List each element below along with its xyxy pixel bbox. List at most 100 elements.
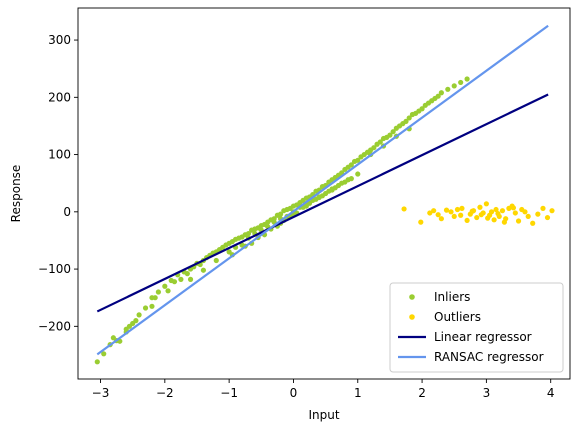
outliers-point [464,217,470,224]
outliers-point [535,211,541,217]
outliers-point [478,212,484,218]
outliers-point [530,220,536,226]
outliers-point [438,216,444,222]
outliers-point [525,213,531,220]
outliers-point [477,204,483,210]
inliers-point [371,145,377,151]
inliers-point [162,283,168,289]
outliers-point [435,212,441,218]
inliers-point [316,194,322,201]
y-tick-label: 300 [48,33,71,47]
inliers-point [435,93,441,99]
inliers-point [464,76,470,82]
y-axis-label: Response [9,165,23,223]
inliers-point [438,90,444,96]
x-tick-label: −2 [156,386,174,400]
inliers-series [94,76,470,365]
inliers-point [155,289,161,295]
outliers-point [512,210,518,216]
legend-outliers-label: Outliers [434,310,481,324]
inliers-point [152,295,158,301]
inliers-point [101,351,107,357]
inliers-point [355,171,361,177]
legend-outliers-marker [409,314,415,320]
outliers-point [510,205,517,211]
outliers-point [549,208,555,214]
x-tick-label: −3 [92,386,110,400]
outliers-point [469,208,475,214]
outliers-point [401,206,407,212]
inliers-point [345,177,351,183]
x-tick-label: 0 [290,386,298,400]
outliers-point [499,208,506,214]
axis-ticks: −3 −2 −1 0 1 2 3 4 −200 −100 0 100 200 300 [38,33,554,400]
inliers-point [451,83,457,89]
inliers-point [390,129,396,135]
outliers-series [401,201,555,226]
x-tick-label: 1 [354,386,362,400]
legend-ransac-regressor-label: RANSAC regressor [434,350,544,364]
inliers-point [184,271,190,277]
inliers-point [355,157,361,163]
y-tick-label: 200 [48,90,71,104]
inliers-point [149,303,155,309]
inliers-point [178,276,184,282]
x-axis-label: Input [308,408,339,422]
ransac-regressor-line [96,24,549,356]
inliers-point [165,288,171,294]
outliers-point [501,219,507,225]
inliers-point [142,305,149,311]
inliers-point [339,180,345,186]
outliers-point [474,214,480,221]
outliers-point [427,210,433,216]
inliers-point [406,115,412,121]
x-tick-label: 2 [418,386,426,400]
inliers-point [133,318,139,324]
y-tick-label: 0 [63,205,71,219]
legend-inliers-marker [409,294,415,300]
outliers-point [522,209,528,215]
outliers-point [495,210,501,217]
outliers-point [544,214,551,221]
x-tick-label: 3 [483,386,491,400]
inliers-point [403,118,409,124]
inliers-point [171,279,178,285]
x-tick-label: 4 [547,386,555,400]
inliers-point [187,276,194,282]
outliers-point [540,205,546,211]
inliers-point [387,132,393,138]
y-tick-label: −100 [38,262,71,276]
outliers-point [493,206,499,213]
inliers-point [377,139,383,145]
outliers-point [483,201,489,207]
legend-inliers-label: Inliers [434,290,470,304]
x-tick-label: −1 [220,386,238,400]
axes-frame [77,7,571,380]
outliers-point [448,209,454,215]
plot-area [94,24,555,365]
inliers-point [94,359,100,365]
inliers-point [329,187,335,193]
outliers-point [458,212,464,218]
outliers-point [491,217,497,223]
outliers-point [488,209,495,215]
outliers-point [454,206,461,213]
inliers-point [213,257,219,264]
inliers-point [348,162,354,168]
outliers-point [451,213,457,220]
y-tick-label: −200 [38,319,71,333]
outliers-point [485,215,491,221]
inliers-point [200,267,207,273]
outliers-point [459,205,465,211]
inliers-point [123,326,129,332]
legend-linear-regressor-label: Linear regressor [434,330,532,344]
outliers-point [515,218,522,224]
inliers-point [136,312,142,318]
inliers-point [419,106,425,112]
legend-box [389,282,564,373]
outliers-point [418,219,424,225]
inliers-point [458,79,464,86]
y-tick-label: 100 [48,148,71,162]
outliers-point [443,207,450,213]
